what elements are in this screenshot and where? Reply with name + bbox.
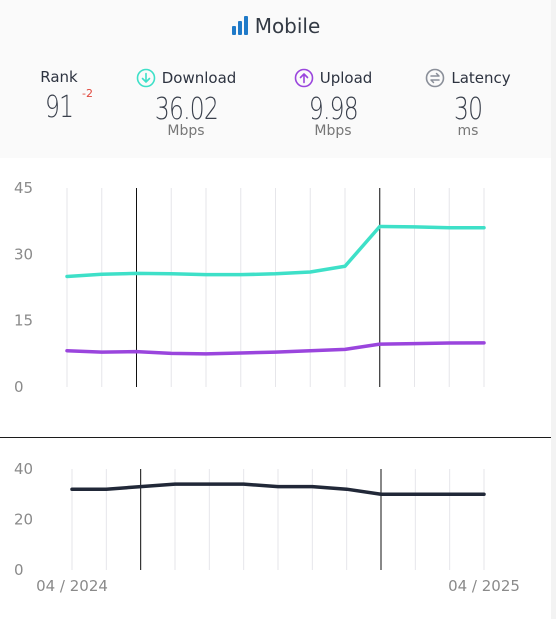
y-tick-label: 0 [14,378,24,396]
download-unit: Mbps [167,123,205,139]
upload-unit: Mbps [314,123,352,139]
rank-stat: Rank 91 [28,68,90,125]
upload-label: Upload [319,69,373,87]
y-tick-label: 40 [14,460,33,478]
download-label: Download [161,69,237,87]
latency-value: 30 [453,92,483,127]
download-value: 36.02 [154,92,218,127]
series-line-latency [70,482,486,496]
x-tick-label: 04 / 2025 [448,577,520,595]
chart-divider [0,437,551,438]
stats-header: Mobile Rank 91 -2 Download 36.02 Mbps Up [0,0,551,158]
latency-label: Latency [451,69,511,87]
download-label-row: Download [126,68,246,88]
upload-stat: Upload 9.98 Mbps [283,68,383,139]
series-line-download [65,224,486,279]
charts-area: 45 30 15 0 40 20 0 04 / 2024 04 / 2025 [0,158,551,619]
download-arrow-icon [136,68,156,88]
upload-value: 9.98 [308,92,359,127]
download-stat: Download 36.02 Mbps [126,68,246,139]
latency-stat: Latency 30 ms [418,68,518,139]
signal-bars-icon [231,15,249,40]
x-tick-label: 04 / 2024 [36,577,108,595]
title-text: Mobile [254,14,321,38]
y-tick-label: 20 [14,511,33,529]
series-line-upload [65,341,486,356]
upload-label-row: Upload [283,68,383,88]
y-tick-label: 0 [14,561,24,579]
rank-change-badge: -2 [82,87,93,100]
y-tick-label: 30 [14,245,33,263]
latency-exchange-icon [426,68,445,88]
latency-chart: 40 20 0 04 / 2024 04 / 2025 [14,460,520,595]
speed-chart: 45 30 15 0 [14,179,486,396]
y-tick-label: 45 [14,179,33,197]
rank-value: 91 [44,90,74,125]
latency-unit: ms [457,123,479,139]
upload-arrow-icon [294,68,314,88]
page-title: Mobile [0,14,551,40]
rank-label: Rank [40,68,78,86]
latency-label-row: Latency [418,68,518,88]
y-tick-label: 15 [14,312,33,330]
